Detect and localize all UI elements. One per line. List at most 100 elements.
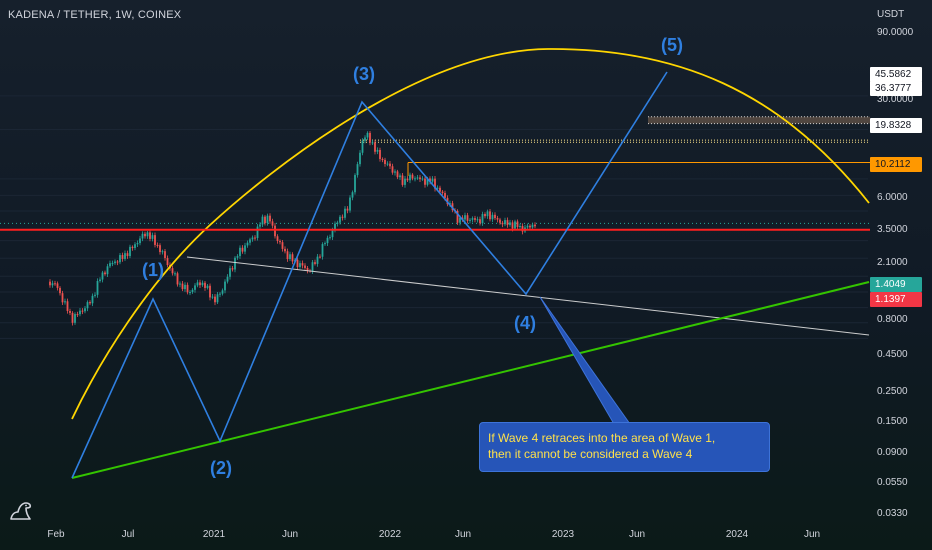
candle-body — [76, 314, 79, 316]
candle-body — [279, 240, 281, 243]
candle-body — [399, 175, 401, 178]
candle-body — [344, 208, 346, 218]
symbol-title: KADENA / TETHER, 1W, COINEX — [8, 9, 182, 21]
candle-body — [184, 284, 186, 290]
candle-body — [481, 214, 484, 224]
candle-body — [384, 159, 386, 164]
candle-body — [386, 163, 389, 165]
candle-body — [514, 221, 516, 229]
candle-body — [171, 268, 174, 274]
support-trend-line — [71, 281, 870, 479]
candlestick-series — [49, 130, 536, 326]
candle-body — [204, 282, 206, 288]
price-marker-1-1397: 1.1397 — [870, 292, 922, 307]
candle-body — [356, 164, 359, 176]
candle-body — [189, 292, 191, 294]
y-tick-label: 3.5000 — [877, 224, 908, 235]
candle-body — [241, 247, 244, 252]
candle-body — [139, 238, 141, 244]
candle-body — [526, 225, 529, 228]
candle-body — [346, 208, 349, 211]
candle-body — [519, 226, 521, 228]
candle-body — [486, 211, 489, 217]
candle-body — [104, 272, 106, 275]
candle-body — [214, 296, 216, 303]
candle-body — [196, 282, 199, 286]
x-tick-label: 2021 — [202, 529, 226, 540]
candle-body — [106, 266, 109, 275]
candle-body — [166, 258, 169, 265]
candle-body — [174, 273, 176, 275]
candle-body — [141, 233, 144, 239]
candle-body — [431, 178, 434, 182]
candle-body — [436, 187, 439, 189]
candle-body — [244, 245, 246, 252]
candle-body — [311, 262, 314, 272]
candle-body — [91, 295, 94, 304]
candle-body — [299, 263, 301, 267]
x-tick-label: Jun — [803, 529, 821, 540]
y-tick-label: 90.0000 — [877, 27, 914, 38]
candle-body — [494, 214, 496, 219]
candle-body — [276, 236, 279, 241]
candle-body — [434, 178, 436, 189]
elliott-wave-path — [71, 71, 668, 479]
candle-body — [256, 226, 259, 239]
candle-body — [379, 149, 381, 159]
current-price-marker: 1.4049 — [870, 277, 922, 292]
candle-body — [474, 218, 476, 220]
candle-body — [499, 219, 501, 223]
candle-body — [424, 178, 426, 185]
upper-trend-line — [186, 256, 870, 336]
candle-body — [116, 261, 119, 263]
candle-body — [111, 263, 114, 265]
candle-body — [491, 214, 494, 220]
candle-body — [129, 246, 131, 257]
candle-body — [416, 177, 419, 179]
candle-body — [69, 310, 71, 313]
candle-body — [321, 244, 324, 257]
candle-body — [109, 263, 111, 267]
candle-body — [199, 282, 201, 286]
candle-body — [201, 282, 204, 286]
candle-body — [96, 280, 99, 295]
target-zone-box — [648, 116, 870, 124]
candle-body — [121, 255, 124, 259]
x-tick-label: 2022 — [378, 529, 402, 540]
candle-body — [224, 281, 226, 291]
candle-body — [504, 220, 506, 225]
wave-4-rule-callout: If Wave 4 retraces into the area of Wave… — [479, 422, 770, 472]
candle-body — [219, 293, 221, 295]
tradingview-dino-icon[interactable] — [8, 497, 34, 523]
x-tick-label: Jun — [281, 529, 299, 540]
candle-body — [464, 215, 466, 220]
candle-body — [211, 296, 214, 298]
wave-3-label: (3) — [353, 64, 375, 84]
candle-body — [316, 256, 319, 264]
candle-body — [371, 142, 374, 144]
candle-body — [286, 251, 289, 260]
callout-text: If Wave 4 retraces into the area of Wave… — [488, 431, 716, 461]
candle-body — [336, 222, 339, 224]
y-tick-label: 0.2500 — [877, 386, 908, 397]
candle-body — [466, 215, 469, 221]
candle-body — [274, 225, 276, 237]
y-tick-label: 0.0550 — [877, 477, 908, 488]
x-tick-label: Feb — [47, 529, 65, 540]
candle-body — [134, 244, 136, 249]
candle-body — [86, 302, 89, 309]
x-tick-label: Jun — [454, 529, 472, 540]
y-tick-label: 0.4500 — [877, 349, 908, 360]
candle-body — [306, 267, 309, 271]
candle-body — [131, 246, 134, 249]
candle-body — [179, 283, 181, 285]
candle-body — [94, 294, 96, 296]
candle-body — [479, 219, 481, 224]
y-tick-label: 6.0000 — [877, 192, 908, 203]
candle-body — [231, 268, 234, 270]
candle-body — [534, 224, 536, 227]
candle-body — [149, 232, 151, 239]
x-tick-label: Jul — [121, 529, 135, 540]
